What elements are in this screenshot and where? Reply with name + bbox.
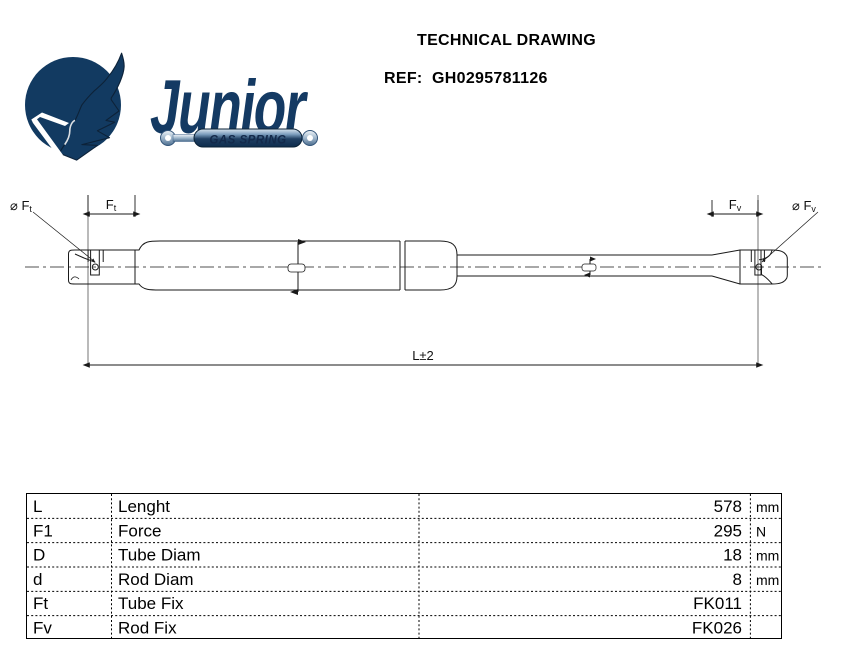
svg-text:⌀ Ft: ⌀ Ft bbox=[10, 198, 32, 214]
svg-text:L: L bbox=[33, 497, 42, 516]
svg-text:GAS SPRING: GAS SPRING bbox=[209, 135, 286, 147]
svg-text:Fv: Fv bbox=[33, 619, 52, 638]
svg-text:mm: mm bbox=[756, 548, 779, 564]
svg-text:Fv: Fv bbox=[729, 197, 742, 213]
svg-text:D: D bbox=[33, 546, 45, 565]
svg-text:8: 8 bbox=[733, 570, 742, 589]
svg-text:Tube Fix: Tube Fix bbox=[118, 594, 184, 613]
svg-text:578: 578 bbox=[714, 497, 742, 516]
svg-text:N: N bbox=[756, 523, 766, 539]
svg-text:FK026: FK026 bbox=[692, 619, 742, 638]
svg-text:Tube Diam: Tube Diam bbox=[118, 546, 201, 565]
svg-text:F1: F1 bbox=[33, 521, 53, 540]
svg-text:Lenght: Lenght bbox=[118, 497, 170, 516]
svg-text:L±2: L±2 bbox=[412, 348, 434, 363]
svg-text:Force: Force bbox=[118, 521, 161, 540]
svg-text:FK011: FK011 bbox=[693, 594, 742, 613]
svg-text:Ft: Ft bbox=[33, 594, 48, 613]
svg-text:Rod Diam: Rod Diam bbox=[118, 570, 194, 589]
svg-text:Ft: Ft bbox=[106, 197, 117, 213]
svg-text:18: 18 bbox=[723, 546, 742, 565]
svg-text:mm: mm bbox=[756, 572, 779, 588]
svg-text:mm: mm bbox=[756, 499, 779, 515]
svg-text:295: 295 bbox=[714, 521, 742, 540]
svg-text:Rod Fix: Rod Fix bbox=[118, 619, 177, 638]
svg-text:d: d bbox=[33, 570, 42, 589]
svg-text:⌀ Fv: ⌀ Fv bbox=[792, 198, 816, 214]
